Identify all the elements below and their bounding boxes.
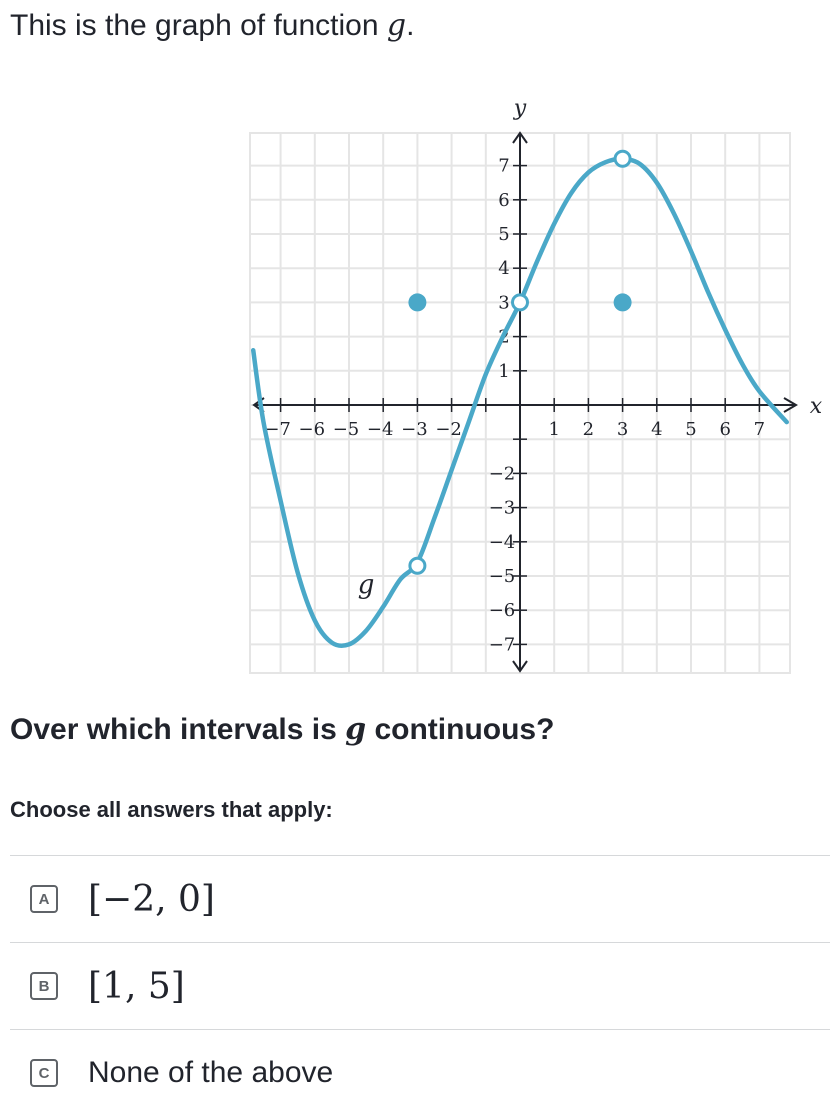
question-text: Over which intervals is g continuous?	[10, 712, 554, 747]
choice-b-letter: B	[30, 972, 58, 1000]
x-tick-label: −2	[435, 419, 462, 440]
x-tick-label: 6	[719, 419, 730, 440]
choice-b-text: [1, 5]	[88, 965, 185, 1007]
x-tick-label: 4	[651, 419, 662, 440]
y-tick-label: −6	[489, 600, 516, 621]
x-tick-label: 7	[754, 419, 765, 440]
choice-c[interactable]: C None of the above	[10, 1030, 830, 1116]
open-point	[408, 556, 427, 575]
y-tick-label: 6	[498, 190, 509, 211]
instructions: Choose all answers that apply:	[10, 797, 333, 822]
choice-c-letter: C	[30, 1059, 58, 1087]
closed-point	[613, 293, 632, 312]
open-point	[511, 293, 529, 312]
y-axis-arrow-up	[512, 131, 528, 144]
y-tick-label: −3	[489, 498, 516, 519]
x-tick-label: −6	[299, 419, 326, 440]
function-curve-g	[250, 156, 790, 649]
y-tick-label: 4	[498, 258, 509, 279]
y-axis-label: y	[513, 96, 527, 121]
y-tick-label: −7	[489, 634, 516, 655]
graph-svg: 1 2 3 4 5 6 7−7 −6 −5 −4 −3 −21234567−2−3−4−5−6−7xy…	[249, 96, 823, 674]
question-after: continuous?	[366, 713, 555, 746]
choice-a[interactable]: A [−2, 0]	[10, 856, 830, 943]
x-tick-label: −4	[367, 419, 394, 440]
x-tick-label: −7	[264, 419, 291, 440]
y-tick-label: −4	[489, 532, 516, 553]
x-tick-label: 2	[583, 419, 594, 440]
x-tick-label: 5	[685, 419, 696, 440]
x-tick-label: 1	[548, 419, 559, 440]
intro-text-main: This is the graph of function	[10, 9, 387, 42]
x-axis-label: x	[810, 394, 823, 419]
x-tick-label: −5	[333, 419, 360, 440]
open-point	[613, 149, 632, 168]
y-tick-label: −5	[489, 566, 516, 587]
x-tick-label: −3	[401, 419, 428, 440]
choice-a-letter: A	[30, 885, 58, 913]
y-tick-label: −2	[489, 463, 516, 484]
y-tick-label: 3	[498, 292, 509, 313]
choice-c-text: None of the above	[88, 1056, 334, 1089]
y-tick-label: 7	[498, 156, 509, 177]
x-tick-label: 3	[617, 419, 628, 440]
choice-a-text: [−2, 0]	[88, 878, 215, 920]
answer-choices: A [−2, 0] B [1, 5] C None of the above	[10, 855, 830, 1116]
intro-text: This is the graph of function g.	[10, 8, 414, 43]
y-tick-label: 1	[498, 361, 509, 382]
intro-period: .	[406, 9, 415, 42]
curve-label: g	[358, 570, 375, 600]
x-axis-arrow-right	[783, 397, 798, 413]
closed-point	[408, 293, 427, 312]
y-tick-label: 5	[498, 224, 509, 245]
intro-function-variable: g	[386, 8, 407, 43]
question-before: Over which intervals is	[10, 713, 346, 746]
question-variable: g	[345, 712, 367, 747]
y-axis-arrow-down	[512, 660, 528, 673]
function-graph: 1 2 3 4 5 6 7 −7 −6 −5 −4 −3 −2 1 2 3 4 5 6 7 −2 −3 −4 −5 −6 −7 x y…	[235, 85, 825, 690]
choice-b[interactable]: B [1, 5]	[10, 943, 830, 1030]
